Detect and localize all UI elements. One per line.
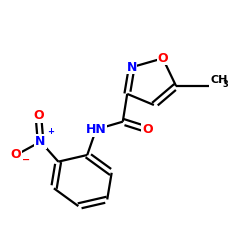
Text: O: O [33,108,44,122]
Text: N: N [35,135,46,148]
Text: HN: HN [86,123,106,136]
Text: −: − [22,154,30,164]
Text: O: O [11,148,22,162]
Text: O: O [158,52,168,65]
Text: +: + [47,127,54,136]
Text: 3: 3 [222,80,228,90]
Text: O: O [142,123,152,136]
Text: CH: CH [210,75,228,85]
Text: N: N [126,61,137,74]
